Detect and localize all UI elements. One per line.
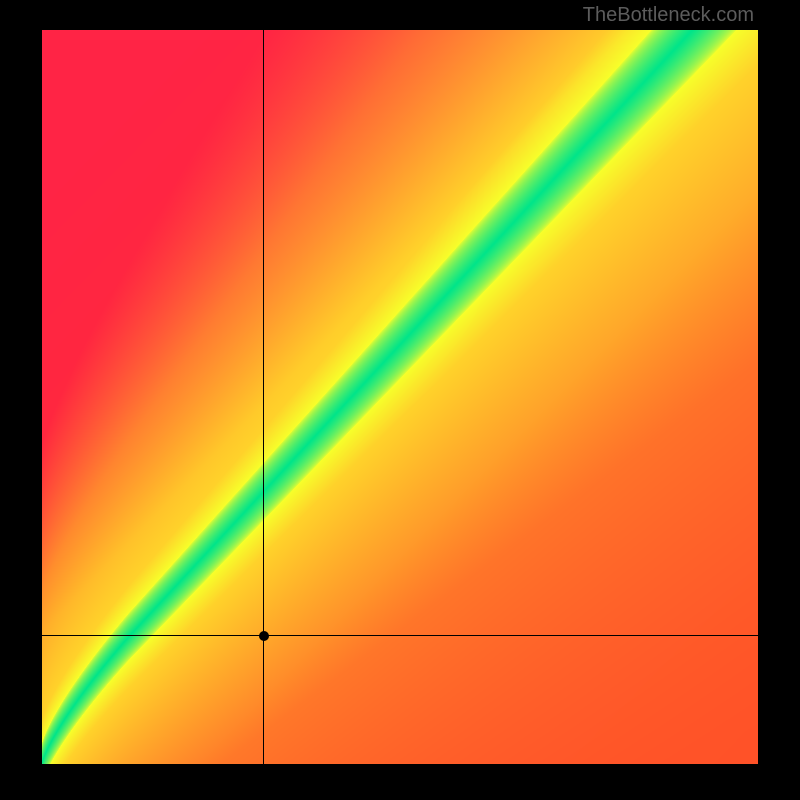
watermark-text: TheBottleneck.com — [583, 4, 754, 27]
crosshair-marker-dot — [259, 631, 269, 641]
heatmap-canvas — [42, 30, 758, 764]
crosshair-horizontal — [42, 635, 758, 636]
crosshair-vertical — [263, 30, 264, 764]
heatmap-plot — [42, 30, 758, 764]
